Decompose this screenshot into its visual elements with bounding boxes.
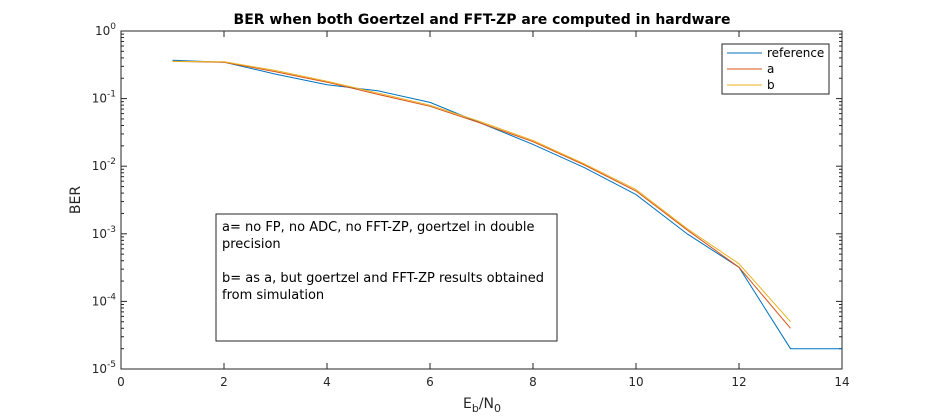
y-tick-label: 10-5 — [92, 360, 116, 376]
x-tick-label: 12 — [731, 375, 746, 389]
x-axis-label-sub2: 0 — [494, 402, 501, 415]
annotation-box: a= no FP, no ADC, no FFT-ZP, goertzel in… — [215, 213, 558, 342]
x-axis-label-sep: /N — [479, 396, 494, 412]
annotation-frame — [215, 213, 558, 342]
series-line-a — [172, 60, 791, 329]
legend: reference a b — [721, 43, 830, 95]
x-axis-label: Eb/N0 — [463, 396, 501, 415]
annotation-line-3: b= as a, but goertzel and FFT-ZP results… — [222, 271, 544, 286]
x-tick-label: 14 — [834, 375, 849, 389]
data-series — [172, 59, 842, 350]
legend-label-reference: reference — [767, 46, 824, 60]
x-tick-label: 10 — [628, 375, 643, 389]
annotation-line-2: precision — [222, 237, 281, 252]
y-tick-label: 100 — [95, 22, 116, 38]
series-line-b — [172, 60, 791, 323]
axis-ticks: 0 2 4 6 8 10 12 14 100 10-1 10-2 10-3 10-4 10-5 — [92, 22, 850, 389]
y-tick-label: 10-1 — [92, 90, 116, 106]
annotation-line-1: a= no FP, no ADC, no FFT-ZP, goertzel in… — [222, 220, 534, 235]
series-line-reference — [172, 59, 842, 350]
x-axis-label-main: E — [463, 396, 472, 412]
y-tick-label: 10-4 — [92, 292, 117, 308]
x-tick-label: 6 — [426, 375, 434, 389]
legend-label-b: b — [767, 78, 775, 92]
legend-label-a: a — [767, 62, 774, 76]
annotation-line-4: from simulation — [222, 288, 324, 303]
x-tick-label: 4 — [323, 375, 331, 389]
x-axis-label-sub1: b — [472, 402, 479, 415]
y-tick-label: 10-3 — [92, 225, 116, 241]
x-tick-label: 2 — [220, 375, 228, 389]
y-tick-label: 10-2 — [92, 157, 116, 173]
x-tick-label: 8 — [529, 375, 537, 389]
chart-title: BER when both Goertzel and FFT-ZP are co… — [234, 12, 731, 28]
y-axis-label: BER — [68, 186, 84, 214]
x-tick-label: 0 — [117, 375, 125, 389]
